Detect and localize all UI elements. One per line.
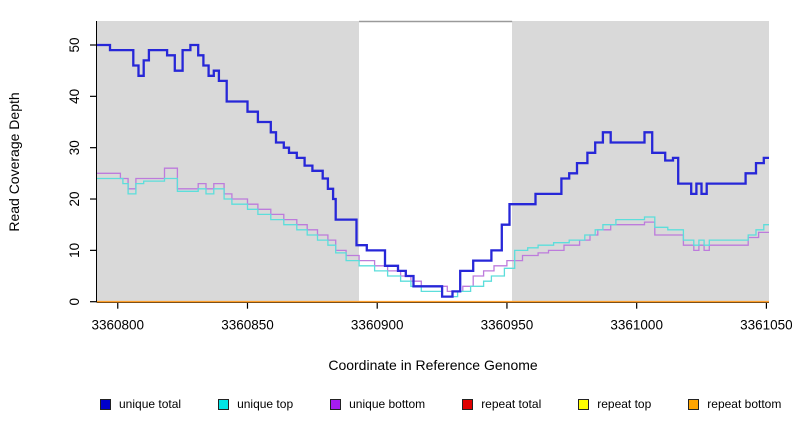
y-tick-label: 50 xyxy=(67,37,82,52)
x-tick-label: 3360800 xyxy=(91,318,144,333)
y-tick-label: 10 xyxy=(67,243,82,258)
legend-item-unique-top: unique top xyxy=(218,397,293,411)
legend-label: unique top xyxy=(237,397,294,411)
x-tick-label: 3360950 xyxy=(481,318,534,333)
y-tick-label: 0 xyxy=(67,298,82,306)
legend-swatch-unique-bottom xyxy=(330,398,342,410)
series-unique-top xyxy=(97,177,769,298)
legend-label: repeat total xyxy=(481,397,542,411)
x-tick-label: 3360850 xyxy=(221,318,274,333)
legend-label: unique bottom xyxy=(349,397,426,411)
y-axis-title: Read Coverage Depth xyxy=(6,92,22,232)
x-tick-label: 3360900 xyxy=(351,318,404,333)
x-tick-label: 3361050 xyxy=(740,318,792,333)
legend-swatch-repeat-bottom xyxy=(688,398,700,410)
y-tick-label: 40 xyxy=(67,89,82,104)
series-unique-total xyxy=(97,43,769,298)
legend-item-unique-total: unique total xyxy=(100,397,181,411)
shaded-region xyxy=(512,21,769,303)
y-tick-label: 30 xyxy=(67,140,82,155)
series-unique-bottom xyxy=(97,167,769,293)
legend-swatch-repeat-total xyxy=(462,398,474,410)
legend-swatch-repeat-top xyxy=(578,398,590,410)
y-tick-label: 20 xyxy=(67,192,82,207)
legend: unique total unique top unique bottom re… xyxy=(100,397,781,411)
legend-swatch-unique-total xyxy=(100,398,111,410)
x-axis-title: Coordinate in Reference Genome xyxy=(328,357,538,373)
legend-item-unique-bottom: unique bottom xyxy=(330,397,425,411)
shaded-region xyxy=(97,21,360,303)
legend-label: repeat top xyxy=(597,397,652,411)
legend-label: unique total xyxy=(119,397,182,411)
legend-label: repeat bottom xyxy=(707,397,782,411)
legend-swatch-unique-top xyxy=(218,398,230,410)
coverage-plot: 3360800 3360850 3360900 3360950 3361000 33610… xyxy=(67,20,792,333)
legend-item-repeat-top: repeat top xyxy=(578,397,651,411)
legend-item-repeat-total: repeat total xyxy=(462,397,541,411)
x-tick-label: 3361000 xyxy=(610,318,663,333)
legend-item-repeat-bottom: repeat bottom xyxy=(688,397,781,411)
